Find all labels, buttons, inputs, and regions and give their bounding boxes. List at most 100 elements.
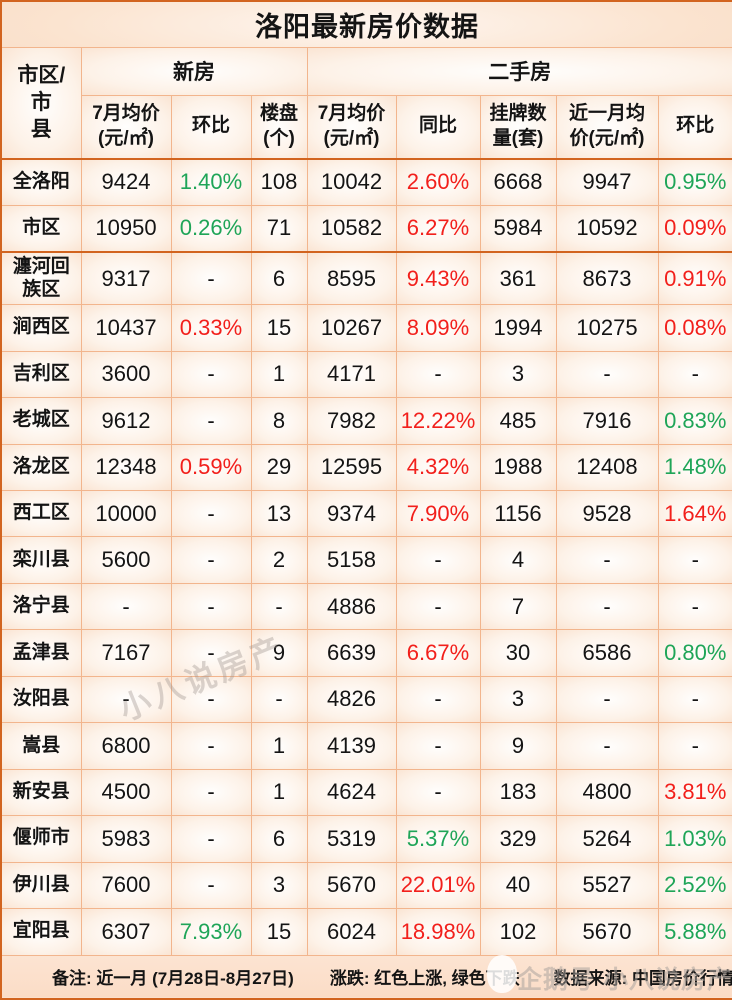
col-header-new-mom: 环比 bbox=[170, 94, 252, 160]
data-cell: 5319 bbox=[306, 815, 397, 863]
data-cell: 10950 bbox=[80, 204, 172, 253]
data-cell: 5670 bbox=[306, 861, 397, 910]
row-label: 汝阳县 bbox=[0, 675, 82, 724]
data-cell: 8595 bbox=[306, 251, 397, 306]
footer-legend: 涨跌: 红色上涨, 绿色下跌 bbox=[329, 969, 520, 989]
data-cell: 4500 bbox=[80, 768, 172, 817]
data-cell: 12.22% bbox=[395, 397, 481, 445]
col-header-listing-count: 挂牌数 量(套) bbox=[479, 94, 557, 160]
data-cell: 102 bbox=[479, 908, 557, 956]
col-header-used-avg-price: 7月均价 (元/㎡) bbox=[306, 94, 397, 160]
data-cell: 0.91% bbox=[657, 251, 732, 306]
data-cell: 6 bbox=[250, 251, 308, 306]
data-cell: 1 bbox=[250, 350, 308, 399]
data-cell: 5.88% bbox=[657, 908, 732, 956]
data-cell: 5600 bbox=[80, 536, 172, 584]
row-label: 宜阳县 bbox=[0, 908, 82, 956]
column-header-row: 7月均价 (元/㎡) 环比 楼盘 (个) 7月均价 (元/㎡) 同比 挂牌数 量… bbox=[1, 94, 732, 160]
data-cell: - bbox=[170, 861, 252, 910]
data-cell: - bbox=[395, 350, 481, 399]
row-label: 伊川县 bbox=[0, 861, 82, 910]
data-cell: 6586 bbox=[555, 629, 659, 677]
data-cell: 5983 bbox=[80, 815, 172, 863]
data-cell: 6.27% bbox=[395, 204, 481, 253]
data-cell: - bbox=[170, 629, 252, 677]
data-cell: - bbox=[250, 675, 308, 724]
data-cell: 3 bbox=[479, 675, 557, 724]
col-header-last-month-avg: 近一月均 价(元/㎡) bbox=[555, 94, 659, 160]
data-cell: 10437 bbox=[80, 304, 172, 352]
data-cell: 9 bbox=[479, 722, 557, 770]
data-cell: 9.43% bbox=[395, 251, 481, 306]
data-cell: 0.95% bbox=[657, 157, 732, 206]
table-row: 西工区 10000-13 9374 7.90% 1156 9528 1.64% bbox=[0, 489, 732, 538]
data-cell: 0.33% bbox=[170, 304, 252, 352]
data-cell: 3600 bbox=[80, 350, 172, 399]
table-row: 嵩县 6800-1 4139-9- - bbox=[0, 722, 732, 770]
data-cell: - bbox=[170, 489, 252, 538]
table-footer: 备注: 近一月 (7月28日-8月27日) 涨跌: 红色上涨, 绿色下跌 数据来… bbox=[0, 954, 732, 1000]
corner-header-city-district: 市区/市 县 bbox=[0, 46, 82, 160]
data-cell: 1156 bbox=[479, 489, 557, 538]
data-cell: 10582 bbox=[306, 204, 397, 253]
data-cell: 0.83% bbox=[657, 397, 732, 445]
footer-source: 数据来源: 中国房价行情 bbox=[553, 969, 732, 989]
row-label: 嵩县 bbox=[0, 722, 82, 770]
data-cell: 183 bbox=[479, 768, 557, 817]
data-cell: 485 bbox=[479, 397, 557, 445]
data-cell: - bbox=[555, 582, 659, 631]
table-row: 吉利区 3600-1 4171-3- - bbox=[0, 350, 732, 399]
data-cell: 9947 bbox=[555, 157, 659, 206]
data-cell: - bbox=[657, 350, 732, 399]
footer-row: 备注: 近一月 (7月28日-8月27日) 涨跌: 红色上涨, 绿色下跌 数据来… bbox=[0, 954, 732, 1000]
data-cell: 12595 bbox=[306, 443, 397, 491]
col-header-used-yoy: 同比 bbox=[395, 94, 481, 160]
data-cell: - bbox=[170, 722, 252, 770]
data-cell: 0.26% bbox=[170, 204, 252, 253]
data-cell: 1988 bbox=[479, 443, 557, 491]
data-cell: 3 bbox=[479, 350, 557, 399]
table-row: 老城区 9612-8 7982 12.22% 485 7916 0.83% bbox=[0, 397, 732, 445]
data-cell: 7167 bbox=[80, 629, 172, 677]
row-label: 全洛阳 bbox=[0, 157, 82, 206]
row-label: 孟津县 bbox=[0, 629, 82, 677]
data-cell: - bbox=[395, 722, 481, 770]
table-row: 洛宁县 - - -4886-7- - bbox=[0, 582, 732, 631]
data-cell: 3.81% bbox=[657, 768, 732, 817]
data-cell: - bbox=[395, 582, 481, 631]
data-cell: 4624 bbox=[306, 768, 397, 817]
data-cell: 7.90% bbox=[395, 489, 481, 538]
data-cell: 18.98% bbox=[395, 908, 481, 956]
data-cell: - bbox=[250, 582, 308, 631]
data-cell: 2 bbox=[250, 536, 308, 584]
data-cell: 9528 bbox=[555, 489, 659, 538]
group-header-new-homes: 新房 bbox=[80, 46, 308, 96]
data-cell: - bbox=[657, 675, 732, 724]
data-cell: 7 bbox=[479, 582, 557, 631]
data-cell: 9374 bbox=[306, 489, 397, 538]
data-cell: 15 bbox=[250, 304, 308, 352]
data-cell: 0.08% bbox=[657, 304, 732, 352]
data-cell: - bbox=[80, 582, 172, 631]
footer-note: 备注: 近一月 (7月28日-8月27日) bbox=[52, 969, 294, 989]
col-header-used-mom: 环比 bbox=[657, 94, 732, 160]
data-cell: 6307 bbox=[80, 908, 172, 956]
data-cell: - bbox=[170, 397, 252, 445]
data-cell: 6 bbox=[250, 815, 308, 863]
footer-line: 备注: 近一月 (7月28日-8月27日) 涨跌: 红色上涨, 绿色下跌 数据来… bbox=[52, 964, 732, 989]
data-cell: - bbox=[170, 675, 252, 724]
data-cell: 8.09% bbox=[395, 304, 481, 352]
data-cell: 8673 bbox=[555, 251, 659, 306]
data-cell: 4171 bbox=[306, 350, 397, 399]
data-cell: 9 bbox=[250, 629, 308, 677]
row-label: 市区 bbox=[0, 204, 82, 253]
data-cell: 7982 bbox=[306, 397, 397, 445]
data-cell: - bbox=[395, 768, 481, 817]
data-cell: 361 bbox=[479, 251, 557, 306]
group-header-secondhand-homes: 二手房 bbox=[306, 46, 732, 96]
data-cell: 1.40% bbox=[170, 157, 252, 206]
data-cell: 7600 bbox=[80, 861, 172, 910]
data-cell: 5.37% bbox=[395, 815, 481, 863]
